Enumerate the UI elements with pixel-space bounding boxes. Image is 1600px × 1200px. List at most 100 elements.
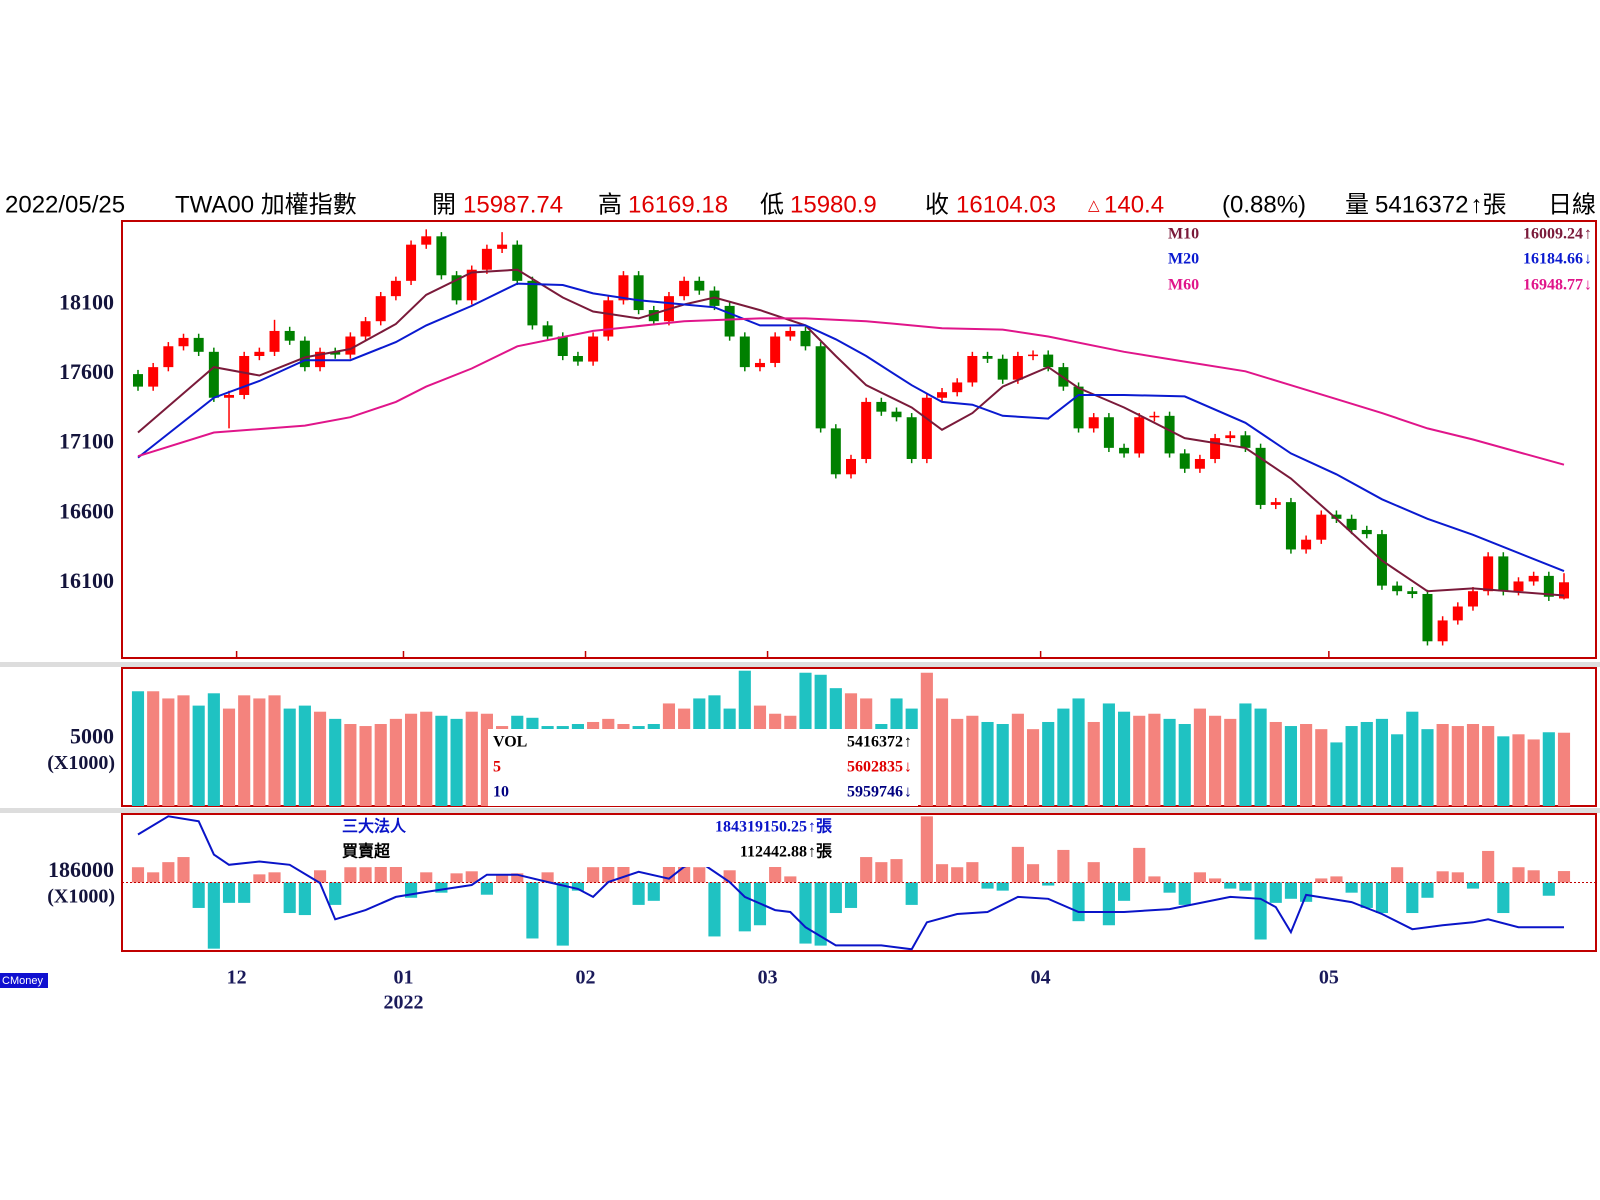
bar [1148,876,1161,883]
candle-body [497,244,508,249]
bar [1163,718,1176,806]
candle-body [481,248,492,270]
bar [1421,882,1434,898]
bar [404,713,418,806]
candle-body [876,401,887,412]
close-label: 收 [925,191,949,218]
bar [1345,882,1358,893]
x-tick-label: 05 [1319,967,1339,989]
bar [1102,703,1115,806]
candle-body [466,269,477,301]
x-tick-label: 12 [227,967,247,989]
bar [1011,846,1024,883]
symbol: TWA00 加權指數 [175,191,357,218]
candle-body [739,336,750,368]
bar [192,882,205,908]
logo: CMoney [2,975,43,987]
bar [860,857,873,883]
bar [556,882,569,946]
low-value: 15980.9 [790,191,877,218]
legend-value: 5959746 [847,784,903,801]
candle-body [148,367,159,387]
bar [966,715,979,806]
x-tick-label: 01 [393,967,413,989]
bar [1209,878,1222,883]
ma-line [137,268,1565,597]
x-tick-label: 02 [576,967,596,989]
candle-body [754,362,765,368]
candle-body [1559,582,1569,599]
y-tick-label: 186000 [48,857,114,882]
bar [1466,882,1480,889]
candle-body [133,374,143,387]
legend-name: 買賣超 [342,842,391,861]
open-label: 開 [432,191,456,218]
bar [147,872,160,883]
bar [829,882,842,914]
bar [951,718,964,806]
legend-name: VOL [493,734,527,751]
candle-body [1179,453,1190,469]
candle-body [861,401,872,459]
bar [1072,698,1085,806]
change-pct: (0.88%) [1222,191,1306,218]
bar [905,882,918,905]
bar [1057,708,1070,806]
bar [329,882,342,905]
legend-suffix: ↓ [1584,277,1592,294]
bar [1148,713,1161,806]
bar [1406,882,1419,914]
bar [632,882,645,905]
legend-box [1166,222,1594,298]
bar [1239,703,1252,806]
bar [920,816,933,883]
candle-body [527,280,538,326]
candle-body [345,336,356,355]
bar [1224,718,1237,806]
bar [1421,729,1434,806]
bar [1117,882,1131,901]
bar [1224,882,1237,889]
bar [1451,726,1464,806]
candle-body [800,330,811,347]
open-value: 15987.74 [463,191,563,218]
bar [1315,729,1328,806]
legend-name: 10 [493,784,509,801]
legend-suffix: ↓ [904,784,912,801]
bar [875,862,888,883]
candle-body [1346,518,1357,530]
candle-body [269,330,280,352]
candle-body [921,397,932,459]
candle-body [163,346,174,368]
bar [1527,870,1540,883]
candle-body [997,358,1008,380]
legend-name: 5 [493,759,501,776]
bar [313,711,327,806]
bar [1178,882,1191,905]
bar [1178,724,1191,806]
bar [1300,882,1313,902]
candle-body [1437,620,1448,642]
bar [465,871,478,883]
candle-body [436,236,447,276]
bar [966,862,979,883]
candle-body [588,336,599,362]
bar [1375,718,1389,806]
candle-body [360,321,371,337]
candle-body [1088,417,1099,429]
legend-value: 5602835 [847,759,903,776]
bar [192,705,205,806]
bar [222,708,236,806]
bar [1087,862,1100,883]
bar [1300,724,1313,806]
bar [814,882,827,946]
bar [268,695,281,806]
legend-value: 184319150.25 [715,819,807,836]
candle-body [1270,502,1281,505]
ma-line [137,282,1565,573]
date: 2022/05/25 [5,191,125,218]
bar [359,867,372,883]
candle-body [1513,581,1524,592]
bar [1254,882,1267,940]
